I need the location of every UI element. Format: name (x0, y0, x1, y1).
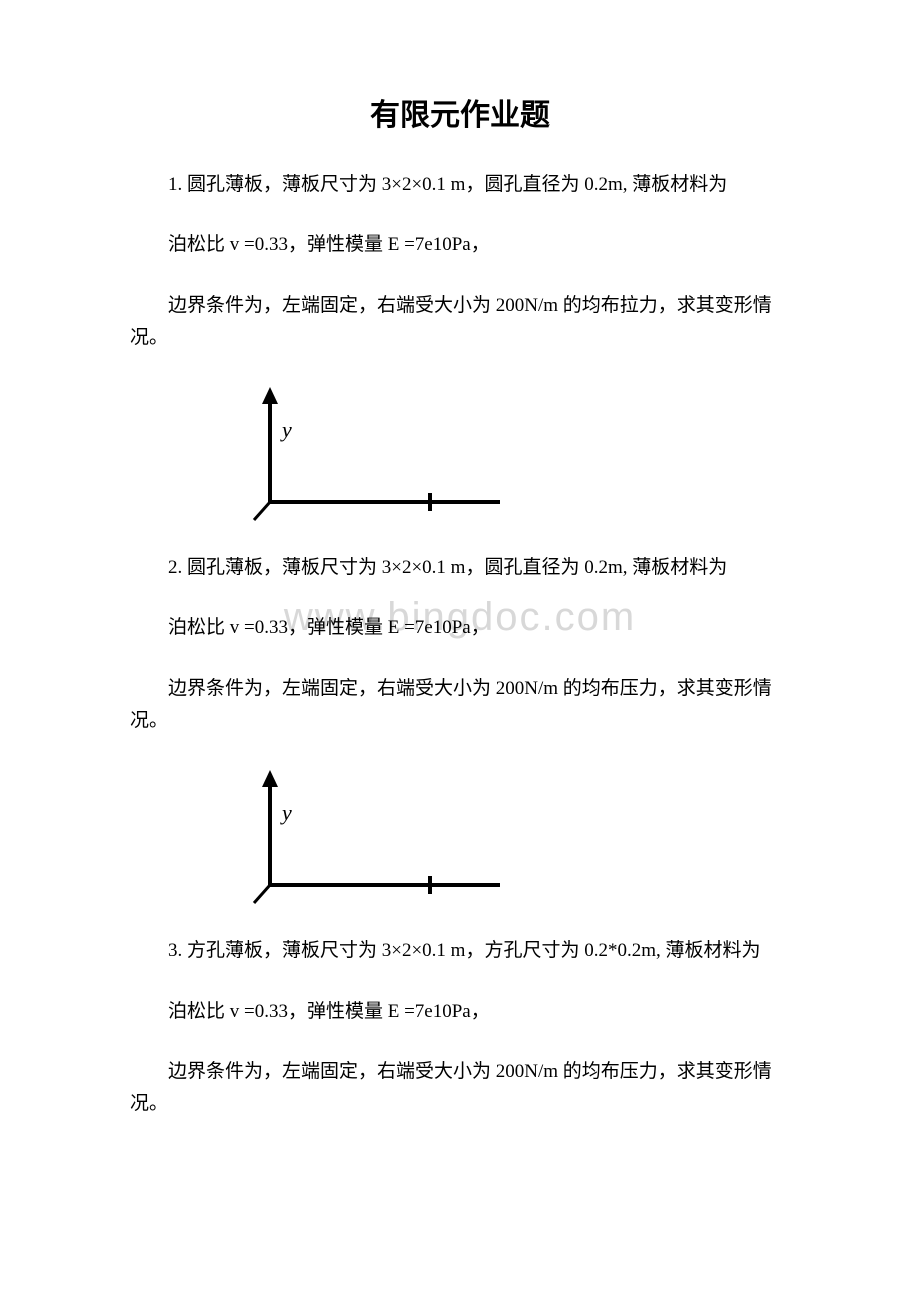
problem-3-line-3: 边界条件为，左端固定，右端受大小为 200N/m 的均布压力，求其变形情况。 (130, 1056, 790, 1121)
document-title: 有限元作业题 (130, 90, 790, 134)
problem-3-line-2: 泊松比 v =0.33，弹性模量 E =7e10Pa， (130, 996, 790, 1028)
y-axis-label: y (280, 800, 292, 825)
origin-hatch (254, 502, 270, 520)
problem-1-line-1: 1. 圆孔薄板，薄板尺寸为 3×2×0.1 m，圆孔直径为 0.2m, 薄板材料… (130, 169, 790, 201)
document-content: 有限元作业题 1. 圆孔薄板，薄板尺寸为 3×2×0.1 m，圆孔直径为 0.2… (130, 90, 790, 1121)
coordinate-axis-diagram: y (230, 765, 510, 915)
y-axis-arrow (262, 387, 278, 404)
problem-1-line-2: 泊松比 v =0.33，弹性模量 E =7e10Pa， (130, 229, 790, 261)
problem-2-line-3: 边界条件为，左端固定，右端受大小为 200N/m 的均布压力，求其变形情况。 (130, 673, 790, 738)
diagram-1: y (230, 382, 790, 537)
coordinate-axis-diagram: y (230, 382, 510, 532)
diagram-2: y (230, 765, 790, 920)
origin-hatch (254, 885, 270, 903)
y-axis-label: y (280, 417, 292, 442)
problem-1-line-3: 边界条件为，左端固定，右端受大小为 200N/m 的均布拉力，求其变形情况。 (130, 290, 790, 355)
problem-2-line-1: 2. 圆孔薄板，薄板尺寸为 3×2×0.1 m，圆孔直径为 0.2m, 薄板材料… (130, 552, 790, 584)
problem-2-line-2: 泊松比 v =0.33，弹性模量 E =7e10Pa， (130, 612, 790, 644)
problem-3-line-1: 3. 方孔薄板，薄板尺寸为 3×2×0.1 m，方孔尺寸为 0.2*0.2m, … (130, 935, 790, 967)
y-axis-arrow (262, 770, 278, 787)
